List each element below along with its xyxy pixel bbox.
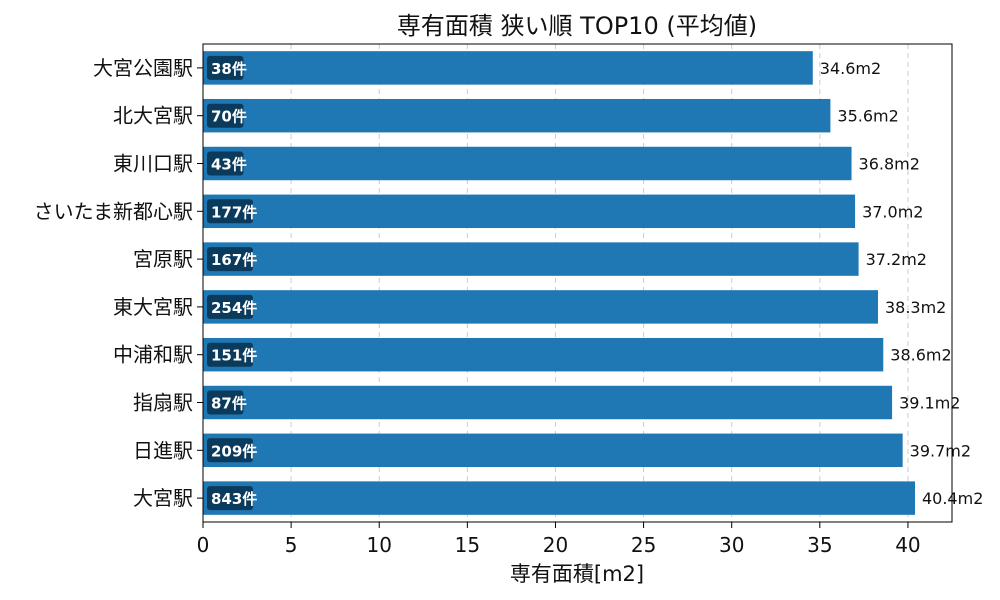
bar [203, 242, 859, 276]
bar-value-label: 34.6m2 [820, 59, 881, 78]
count-badge [207, 294, 253, 319]
x-tick-label: 5 [285, 533, 298, 557]
bar-value-label: 38.6m2 [890, 346, 951, 365]
bar-value-label: 37.0m2 [862, 202, 923, 221]
category-label: 大宮駅 [133, 486, 193, 510]
bar [203, 385, 893, 420]
count-label: 70件 [211, 108, 247, 126]
x-tick-label: 40 [895, 533, 920, 557]
category-label: 北大宮駅 [113, 104, 193, 128]
x-tick-label: 25 [631, 533, 656, 557]
count-label: 151件 [211, 347, 257, 365]
x-axis-label: 専有面積[m2] [510, 562, 644, 586]
category-label: 大宮公園駅 [93, 56, 193, 80]
count-badge [207, 438, 253, 463]
count-badge [207, 486, 253, 511]
bar [203, 481, 915, 515]
bar-value-label: 39.1m2 [899, 394, 960, 413]
category-label: 宮原駅 [133, 247, 193, 271]
bar [203, 194, 856, 229]
category-label: さいたま新都心駅 [34, 199, 193, 223]
bar [203, 98, 831, 133]
x-tick-label: 15 [455, 533, 480, 557]
category-label: 中浦和駅 [113, 343, 193, 367]
count-label: 254件 [211, 299, 257, 317]
plot-frame [202, 43, 953, 523]
count-badge [207, 151, 244, 176]
bar-value-label: 36.8m2 [859, 155, 920, 174]
category-label: 指扇駅 [133, 391, 193, 415]
x-tick-label: 0 [197, 533, 210, 557]
category-label: 東大宮駅 [113, 295, 193, 319]
bar [203, 290, 878, 324]
bar [203, 433, 903, 468]
count-label: 843件 [211, 490, 257, 508]
category-label: 東川口駅 [113, 152, 193, 176]
bar [203, 146, 852, 181]
count-label: 38件 [211, 60, 247, 78]
bar-value-label: 38.3m2 [885, 298, 946, 317]
count-badge [207, 390, 244, 415]
bars: 34.6m2 38件 35.6m2 70件 36.8m2 43件 37.0m2 177件 37.… [203, 51, 983, 515]
count-badge [207, 247, 253, 272]
count-badge [207, 199, 253, 224]
bar-value-label: 35.6m2 [837, 107, 898, 126]
y-axis: 大宮公園駅北大宮駅東川口駅さいたま新都心駅宮原駅東大宮駅中浦和駅指扇駅日進駅大宮… [34, 56, 203, 510]
count-badge [207, 55, 244, 80]
bar [203, 337, 884, 372]
count-badge [207, 103, 244, 128]
bar-value-label: 37.2m2 [866, 250, 927, 269]
count-label: 177件 [211, 203, 257, 221]
count-label: 43件 [211, 156, 247, 174]
bar-value-label: 40.4m2 [922, 489, 983, 508]
count-label: 87件 [211, 395, 247, 413]
count-label: 167件 [211, 251, 257, 269]
chart-title: 専有面積 狭い順 TOP10 (平均値) [397, 12, 757, 40]
count-label: 209件 [211, 442, 257, 460]
x-tick-label: 10 [367, 533, 392, 557]
x-tick-label: 30 [719, 533, 744, 557]
count-badge [207, 342, 253, 367]
category-label: 日進駅 [133, 438, 193, 462]
bar [203, 51, 813, 85]
x-axis: 0 5 10 15 20 25 30 35 40 [197, 522, 921, 557]
x-tick-label: 20 [543, 533, 568, 557]
bar-value-label: 39.7m2 [910, 441, 971, 460]
x-tick-label: 35 [807, 533, 832, 557]
